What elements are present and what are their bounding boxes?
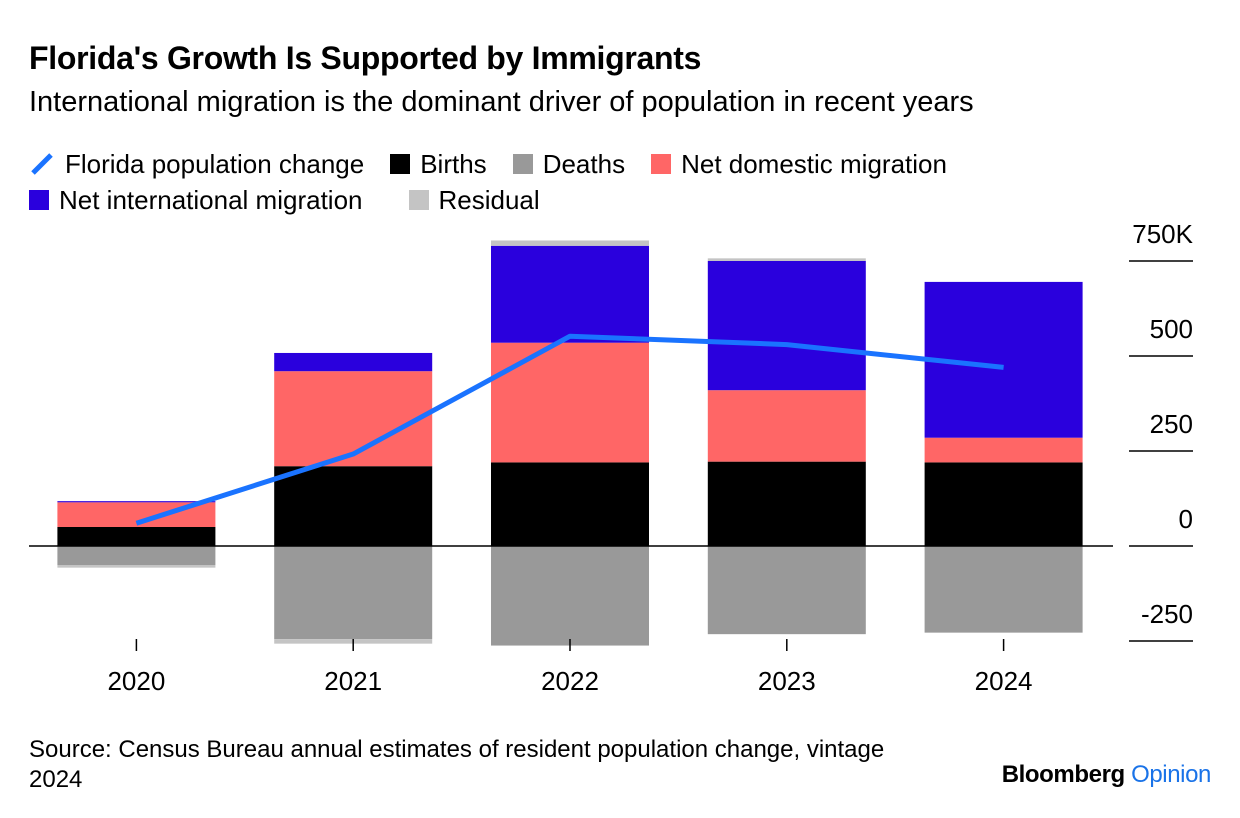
legend-item-residual: Residual [408, 184, 540, 216]
legend-label: Deaths [542, 148, 626, 179]
bar-deaths-2023 [707, 546, 866, 635]
bar-residual-2020 [57, 565, 216, 568]
legend-label: Florida population change [65, 148, 365, 179]
brand-name: Bloomberg [1001, 761, 1125, 788]
bar-births-2022 [491, 462, 649, 546]
legend-item-domestic: Net domestic migration [651, 149, 947, 180]
legend-label: Births [420, 148, 487, 179]
legend-row-2: Net international migration Residual [29, 182, 1179, 218]
legend-item-population-change: Florida population change [29, 149, 364, 180]
source-note: Source: Census Bureau annual estimates o… [29, 736, 885, 793]
legend-item-international: Net international migration [29, 185, 363, 216]
line-swatch-icon [31, 153, 53, 175]
legend-row-1: Florida population change Births Deaths … [29, 146, 1179, 182]
legend: Florida population change Births Deaths … [29, 146, 1179, 218]
y-tick-label-0: 750K [1132, 219, 1193, 249]
y-tick-label-3: 0 [1179, 504, 1193, 534]
bar-births-2020 [57, 527, 216, 546]
bar-births-2024 [924, 462, 1083, 546]
domestic-swatch-icon [651, 154, 672, 174]
international-swatch-icon [29, 190, 49, 210]
bar-deaths-2021 [274, 546, 433, 640]
y-tick-label-1: 500 [1150, 314, 1193, 344]
bar-net-domestic-migration-2023 [707, 390, 866, 462]
legend-item-births: Births [390, 148, 487, 180]
x-tick-label-2023: 2023 [758, 666, 816, 696]
residual-swatch-icon [408, 190, 429, 210]
legend-label: Net international migration [59, 184, 363, 215]
x-tick-label-2020: 2020 [107, 666, 165, 696]
bar-net-international-migration-2023 [707, 261, 866, 391]
bar-net-international-migration-2021 [274, 352, 433, 372]
x-tick-label-2022: 2022 [541, 666, 599, 696]
brand-section: Opinion [1131, 761, 1211, 788]
bar-net-domestic-migration-2022 [491, 342, 649, 463]
x-tick-label-2021: 2021 [324, 666, 382, 696]
y-tick-label-4: -250 [1141, 599, 1193, 629]
x-tick-label-2024: 2024 [975, 666, 1033, 696]
brand-logo: Bloomberg Opinion [1001, 761, 1212, 789]
deaths-swatch-icon [512, 154, 533, 174]
y-tick-label-2: 250 [1150, 409, 1193, 439]
bar-residual-2023 [707, 258, 866, 261]
legend-label: Residual [438, 184, 540, 215]
bar-net-international-migration-2022 [491, 245, 649, 343]
bar-net-domestic-migration-2021 [274, 371, 433, 467]
legend-label: Net domestic migration [681, 148, 947, 179]
bar-births-2023 [707, 461, 866, 546]
legend-item-deaths: Deaths [512, 148, 626, 180]
bar-residual-2022 [491, 240, 649, 246]
bar-deaths-2024 [924, 546, 1083, 633]
bar-deaths-2020 [57, 546, 216, 565]
births-swatch-icon [390, 154, 411, 174]
chart-subtitle: International migration is the dominant … [29, 86, 974, 118]
bar-net-international-migration-2020 [57, 501, 216, 503]
bar-births-2021 [274, 466, 433, 546]
chart-title: Florida's Growth Is Supported by Immigra… [29, 40, 702, 76]
bar-deaths-2022 [491, 546, 649, 646]
bar-net-domestic-migration-2024 [924, 437, 1083, 463]
